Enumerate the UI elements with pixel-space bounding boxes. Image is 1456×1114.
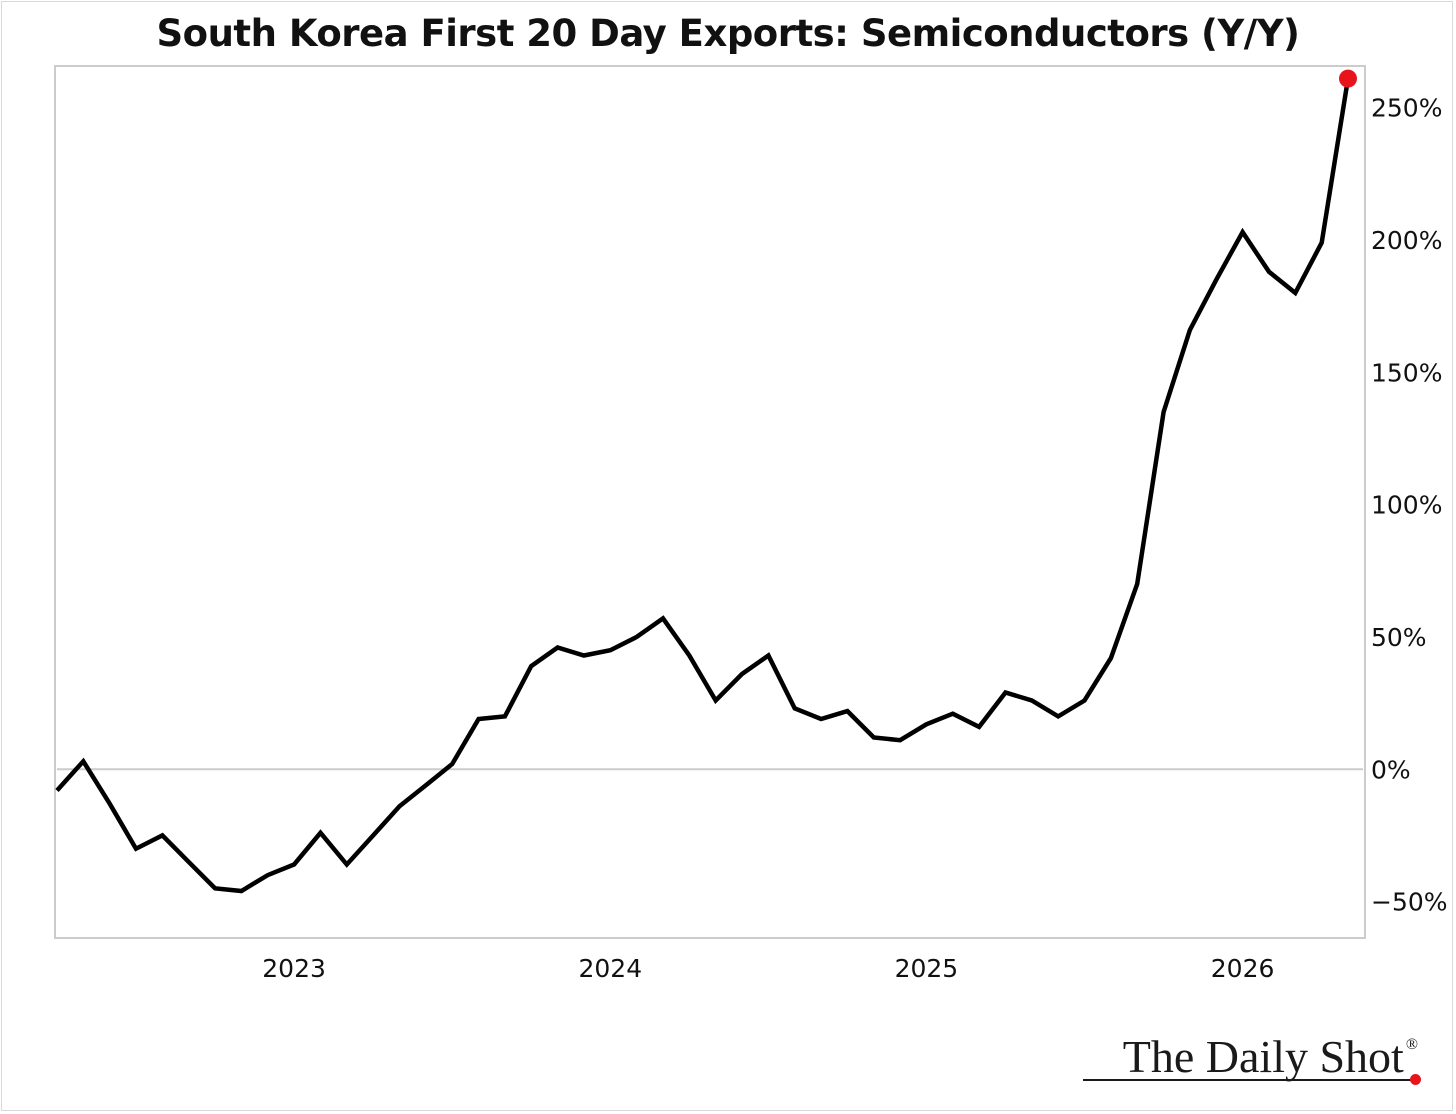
x-tick-label: 2026	[1211, 954, 1275, 983]
brand-name: The Daily Shot	[1122, 1031, 1404, 1082]
y-tick-label: 250%	[1371, 94, 1442, 123]
brand-logo: The Daily Shot ®	[1123, 1030, 1418, 1083]
y-tick-label: 150%	[1371, 358, 1442, 387]
brand-red-dot	[1410, 1074, 1421, 1085]
last-point-marker	[1339, 69, 1357, 88]
y-tick-label: 100%	[1371, 491, 1442, 520]
x-tick-label: 2023	[262, 954, 326, 983]
series-line	[55, 78, 1351, 894]
y-tick-label: 50%	[1371, 623, 1427, 652]
chart-title: South Korea First 20 Day Exports: Semico…	[156, 12, 1300, 55]
x-tick-label: 2024	[578, 954, 642, 983]
x-tick-label: 2025	[895, 954, 959, 983]
y-tick-label: 200%	[1371, 226, 1442, 255]
plot-area	[54, 65, 1366, 939]
brand-registered-mark: ®	[1405, 1036, 1418, 1053]
y-tick-label: −50%	[1371, 888, 1448, 917]
y-tick-label: 0%	[1371, 755, 1411, 784]
brand-underline	[1083, 1079, 1413, 1081]
